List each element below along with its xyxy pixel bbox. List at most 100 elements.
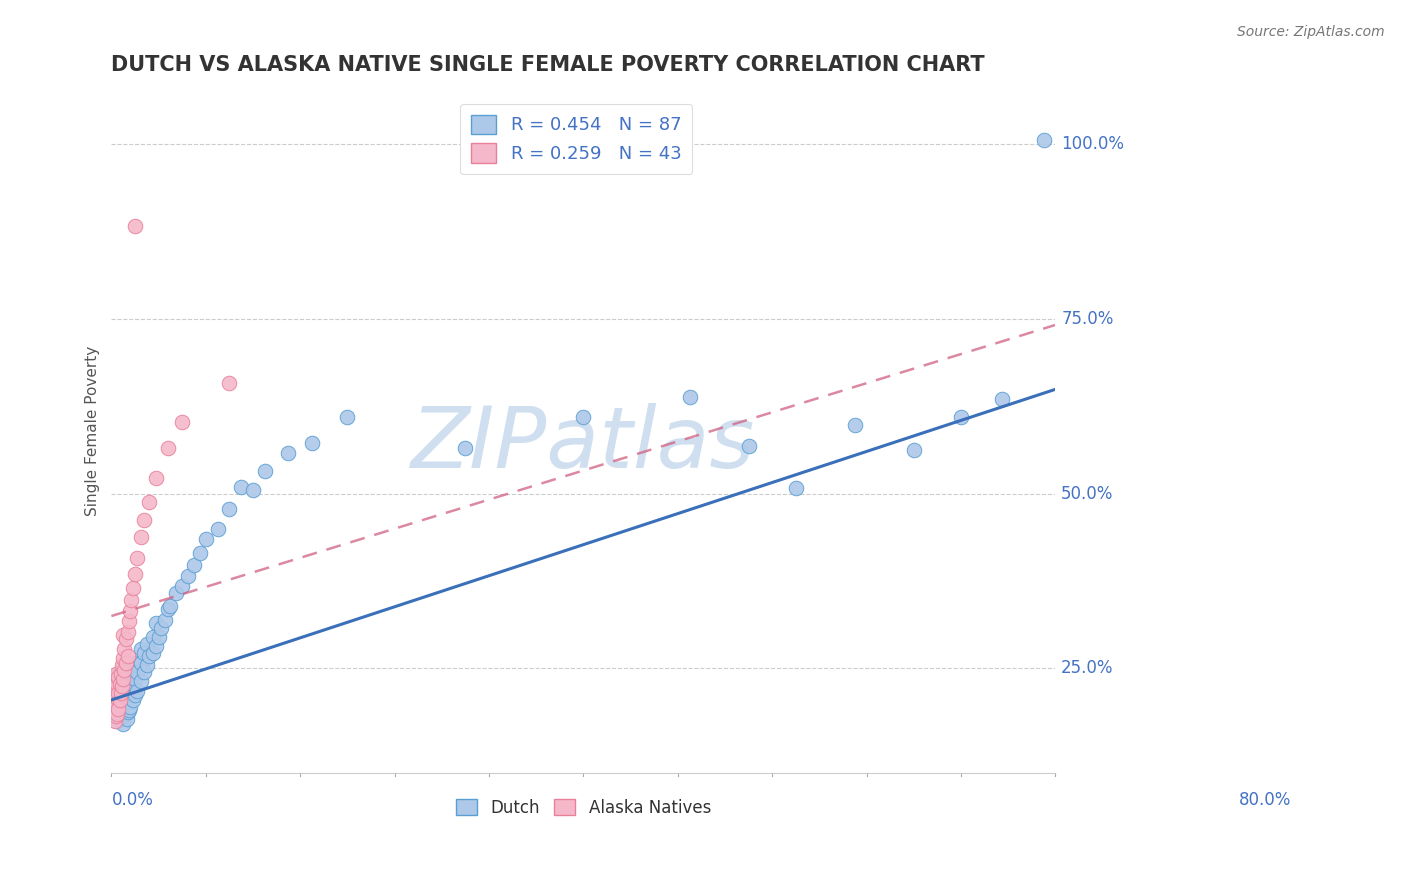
Point — [1032, 133, 1054, 147]
Point — [142, 630, 165, 644]
Point — [118, 690, 141, 705]
Y-axis label: Single Female Poverty: Single Female Poverty — [86, 345, 100, 516]
Point — [253, 464, 276, 478]
Point — [120, 686, 142, 700]
Point — [107, 702, 129, 716]
Point — [112, 651, 135, 665]
Point — [117, 648, 139, 663]
Point — [121, 668, 143, 682]
Point — [118, 679, 141, 693]
Point — [115, 686, 138, 700]
Point — [104, 674, 127, 689]
Point — [108, 686, 131, 700]
Point — [149, 621, 172, 635]
Point — [105, 690, 128, 704]
Point — [124, 656, 146, 670]
Point — [111, 688, 134, 702]
Point — [134, 646, 156, 660]
Point — [127, 684, 149, 698]
Point — [172, 415, 194, 429]
Point — [145, 471, 167, 485]
Text: 25.0%: 25.0% — [1062, 659, 1114, 678]
Text: Source: ZipAtlas.com: Source: ZipAtlas.com — [1237, 25, 1385, 39]
Point — [129, 530, 152, 544]
Point — [120, 674, 142, 689]
Point — [111, 665, 134, 679]
Text: ZIPatlas: ZIPatlas — [411, 403, 755, 486]
Point — [112, 670, 135, 684]
Point — [301, 436, 323, 450]
Point — [105, 679, 128, 693]
Point — [194, 532, 217, 546]
Point — [121, 693, 143, 707]
Point — [129, 674, 152, 689]
Point — [115, 712, 138, 726]
Point — [114, 705, 136, 719]
Point — [157, 602, 180, 616]
Point — [115, 701, 138, 715]
Point — [114, 672, 136, 686]
Point — [134, 665, 156, 679]
Point — [142, 646, 165, 660]
Point — [112, 717, 135, 731]
Point — [112, 700, 135, 714]
Point — [105, 700, 128, 714]
Legend: Dutch, Alaska Natives: Dutch, Alaska Natives — [449, 792, 717, 823]
Point — [118, 703, 141, 717]
Point — [105, 714, 128, 728]
Point — [134, 513, 156, 527]
Point — [104, 714, 127, 728]
Text: 0.0%: 0.0% — [111, 790, 153, 808]
Point — [111, 698, 134, 712]
Text: 80.0%: 80.0% — [1239, 790, 1291, 808]
Point — [135, 637, 157, 651]
Point — [108, 710, 131, 724]
Point — [121, 681, 143, 695]
Point — [111, 706, 134, 721]
Point — [121, 581, 143, 595]
Point — [737, 439, 759, 453]
Point — [572, 409, 595, 424]
Text: 100.0%: 100.0% — [1062, 135, 1125, 153]
Point — [145, 639, 167, 653]
Point — [231, 480, 253, 494]
Point — [183, 558, 205, 572]
Point — [112, 660, 135, 674]
Point — [114, 656, 136, 670]
Point — [112, 641, 135, 656]
Point — [105, 695, 128, 709]
Point — [117, 693, 139, 707]
Point — [242, 483, 264, 497]
Text: 75.0%: 75.0% — [1062, 310, 1114, 327]
Point — [148, 630, 170, 644]
Point — [157, 441, 180, 455]
Point — [105, 690, 128, 705]
Point — [112, 690, 135, 704]
Point — [124, 672, 146, 686]
Point — [110, 686, 132, 700]
Point — [844, 417, 866, 432]
Point — [114, 684, 136, 698]
Point — [207, 522, 229, 536]
Point — [138, 495, 160, 509]
Point — [114, 632, 136, 646]
Point — [138, 648, 160, 663]
Point — [105, 681, 128, 695]
Point — [277, 446, 299, 460]
Text: DUTCH VS ALASKA NATIVE SINGLE FEMALE POVERTY CORRELATION CHART: DUTCH VS ALASKA NATIVE SINGLE FEMALE POV… — [111, 55, 986, 75]
Point — [135, 658, 157, 673]
Point — [785, 481, 807, 495]
Point — [117, 625, 139, 640]
Point — [108, 675, 131, 690]
Point — [153, 613, 176, 627]
Point — [159, 599, 181, 613]
Point — [105, 677, 128, 691]
Point — [112, 628, 135, 642]
Point — [112, 679, 135, 693]
Point — [124, 567, 146, 582]
Point — [188, 546, 211, 560]
Point — [110, 667, 132, 681]
Point — [108, 693, 131, 707]
Point — [108, 677, 131, 691]
Point — [112, 663, 135, 677]
